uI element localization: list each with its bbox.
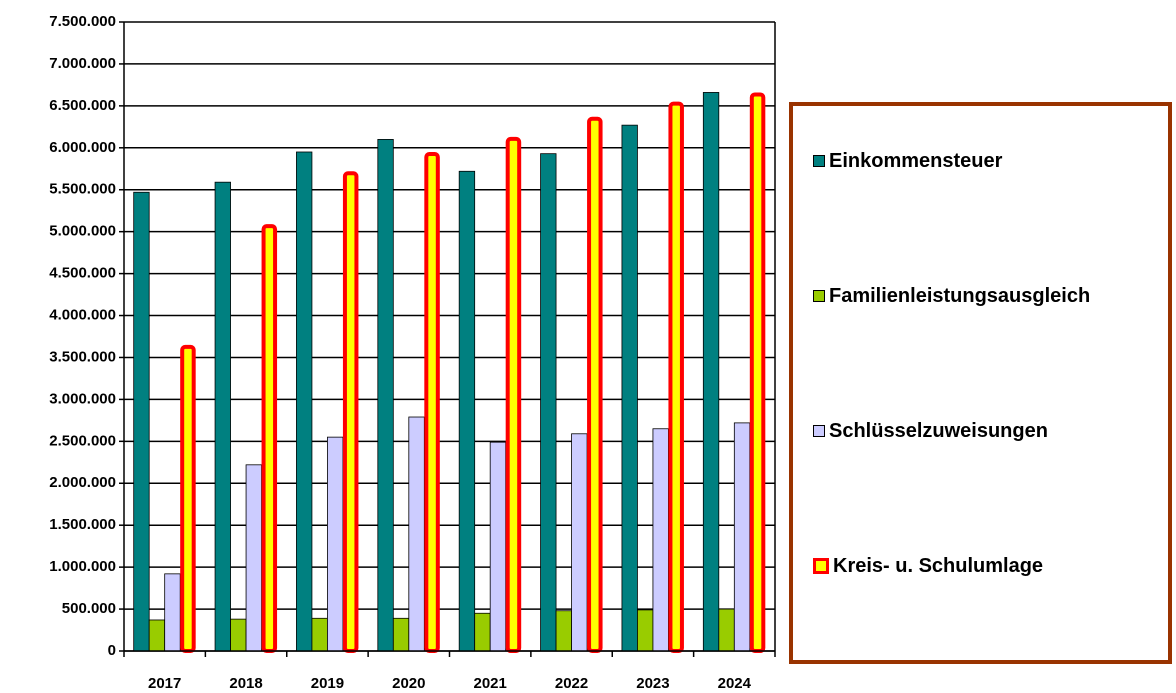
bar xyxy=(230,618,247,652)
y-tick-label: 7.000.000 xyxy=(49,55,116,72)
y-tick-label: 5.500.000 xyxy=(49,181,116,198)
bar xyxy=(148,619,166,652)
legend-label: Familienleistungsausgleich xyxy=(829,285,1091,307)
y-tick-label: 500.000 xyxy=(62,600,116,617)
bar xyxy=(505,136,522,653)
y-tick-label: 3.000.000 xyxy=(49,390,116,407)
y-tick-label: 6.500.000 xyxy=(49,97,116,114)
legend-item: Familienleistungsausgleich xyxy=(813,281,1163,311)
bar xyxy=(749,92,766,653)
bar xyxy=(133,191,150,652)
legend-swatch xyxy=(813,290,825,302)
bar xyxy=(424,151,440,653)
legend-swatch xyxy=(813,558,829,574)
x-tick-label: 2019 xyxy=(311,675,344,692)
x-tick-label: 2021 xyxy=(474,675,507,692)
x-tick-label: 2023 xyxy=(636,675,669,692)
bar xyxy=(702,92,720,652)
bar xyxy=(392,617,410,652)
y-tick-label: 4.500.000 xyxy=(49,265,116,282)
legend: Einkommensteuer Familienleistungsausgleic… xyxy=(789,102,1172,664)
bar xyxy=(474,612,491,652)
bar xyxy=(261,224,278,654)
bar xyxy=(296,151,313,652)
bar xyxy=(214,181,231,652)
legend-swatch xyxy=(813,425,825,437)
y-tick-label: 3.500.000 xyxy=(49,348,116,365)
bar xyxy=(652,428,669,652)
bar xyxy=(180,344,196,653)
y-tick-label: 5.000.000 xyxy=(49,223,116,240)
legend-item: Schlüsselzuweisungen xyxy=(813,416,1163,446)
bar xyxy=(311,617,328,652)
bar xyxy=(245,464,262,652)
y-tick-label: 2.500.000 xyxy=(49,432,116,449)
y-tick-label: 2.000.000 xyxy=(49,474,116,491)
bar xyxy=(408,416,425,652)
y-tick-label: 0 xyxy=(108,642,116,659)
bar xyxy=(489,441,507,652)
bar xyxy=(327,436,344,652)
bar xyxy=(718,608,735,652)
bar xyxy=(587,116,603,653)
bar xyxy=(540,153,557,652)
y-tick-label: 4.000.000 xyxy=(49,307,116,324)
bar xyxy=(733,422,751,652)
y-tick-label: 1.500.000 xyxy=(49,516,116,533)
y-tick-label: 7.500.000 xyxy=(49,13,116,30)
bar xyxy=(342,171,359,654)
legend-item: Kreis- u. Schulumlage xyxy=(813,551,1163,581)
legend-swatch xyxy=(813,155,825,167)
y-tick-label: 6.000.000 xyxy=(49,139,116,156)
x-tick-label: 2017 xyxy=(148,675,181,692)
bar xyxy=(458,170,476,652)
legend-label: Schlüsselzuweisungen xyxy=(829,420,1048,442)
x-tick-label: 2024 xyxy=(718,675,752,692)
bar xyxy=(637,609,654,652)
bar xyxy=(621,124,638,652)
bar xyxy=(555,610,572,652)
x-tick-label: 2022 xyxy=(555,675,588,692)
legend-label: Einkommensteuer xyxy=(829,150,1003,172)
bar xyxy=(571,433,588,652)
x-tick-label: 2018 xyxy=(229,675,262,692)
x-tick-label: 2020 xyxy=(392,675,425,692)
legend-label: Kreis- u. Schulumlage xyxy=(833,555,1044,577)
bar xyxy=(668,101,684,653)
legend-item: Einkommensteuer xyxy=(813,146,1163,176)
bar xyxy=(377,139,394,652)
y-tick-label: 1.000.000 xyxy=(49,558,116,575)
bar xyxy=(164,573,181,652)
